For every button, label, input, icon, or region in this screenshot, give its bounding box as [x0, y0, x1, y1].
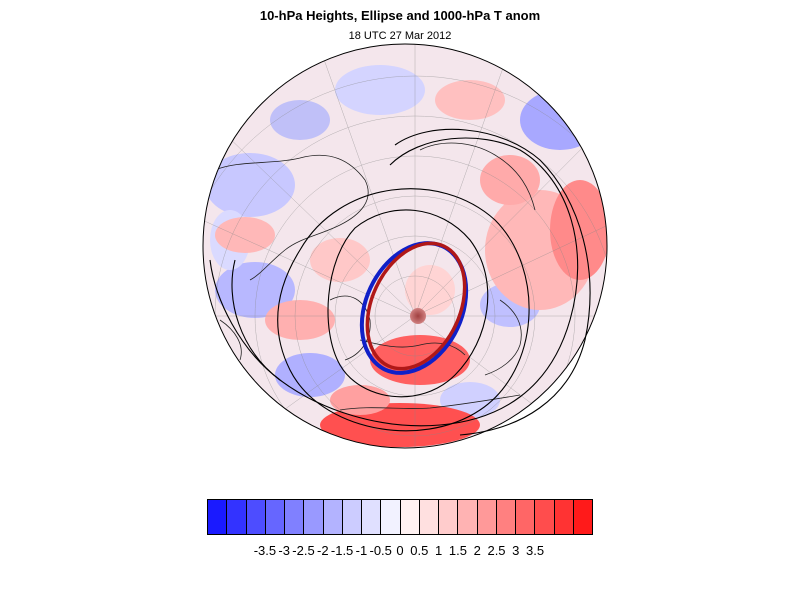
colorbar-cell [535, 500, 555, 534]
height-contours [209, 128, 591, 436]
colorbar-cell [554, 500, 574, 534]
colorbar-label: -2 [317, 543, 329, 558]
colorbar-cell [496, 500, 516, 534]
colorbar-labels: -3.5 -3 -2.5 -2 -1.5 -1 -0.5 0 0.5 1 1.5 2 2.5 3 3.5 [207, 543, 593, 559]
colorbar-label: 0 [396, 543, 404, 558]
colorbar-label: 3.5 [526, 543, 545, 558]
colorbar-cell [419, 500, 439, 534]
colorbar-cell [227, 500, 247, 534]
map-subtitle: 18 UTC 27 Mar 2012 [348, 30, 452, 42]
colorbar-label: 2 [473, 543, 481, 558]
temperature-anomaly-colorbar [207, 499, 593, 535]
colorbar-cell [439, 500, 459, 534]
colorbar-label: 3 [512, 543, 520, 558]
polar-map [202, 43, 608, 449]
coastlines [214, 142, 536, 411]
vortex-ellipse-red [365, 241, 467, 371]
colorbar-cell [362, 500, 382, 534]
colorbar-label: -1.5 [330, 543, 354, 558]
colorbar-cell [323, 500, 343, 534]
colorbar-cell [304, 500, 324, 534]
colorbar-cell [573, 500, 592, 534]
colorbar-cell [381, 500, 401, 534]
map-title: 10-hPa Heights, Ellipse and 1000-hPa T a… [259, 8, 541, 23]
colorbar-label: -3 [278, 543, 290, 558]
vortex-center-marker [410, 308, 426, 324]
colorbar-cell [458, 500, 478, 534]
colorbar-cell [208, 500, 228, 534]
polar-map-svg [202, 43, 608, 449]
colorbar-label: -2.5 [292, 543, 315, 558]
colorbar-label: 1.5 [448, 543, 467, 558]
colorbar-label: -0.5 [369, 543, 392, 558]
colorbar-cell [400, 500, 420, 534]
colorbar-cell [516, 500, 536, 534]
colorbar-label: -1 [355, 543, 368, 558]
colorbar-label: 2.5 [487, 543, 506, 558]
colorbar-cell [246, 500, 266, 534]
colorbar-cell [477, 500, 497, 534]
colorbar-label: 1 [434, 543, 443, 558]
colorbar-label: -3.5 [253, 543, 277, 558]
colorbar-label: 0.5 [410, 543, 429, 558]
colorbar-cell [342, 500, 362, 534]
colorbar-cell [265, 500, 285, 534]
colorbar-cell [285, 500, 305, 534]
globe-outline [202, 43, 608, 449]
